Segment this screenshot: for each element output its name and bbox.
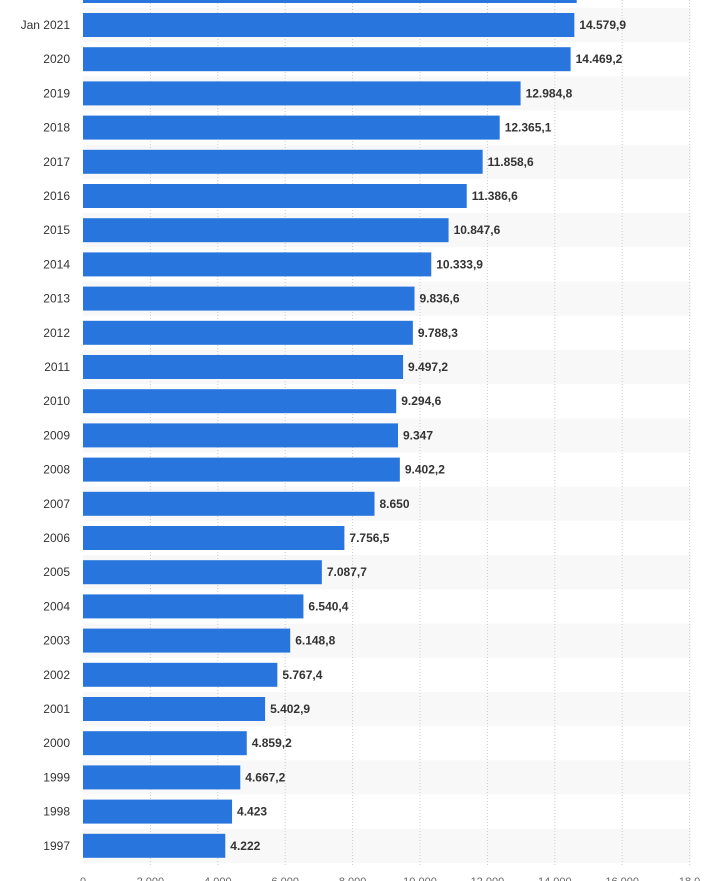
bar xyxy=(83,286,415,311)
value-label: 7.087,7 xyxy=(327,565,367,579)
value-label: 10.333,9 xyxy=(436,257,483,271)
bar xyxy=(83,355,404,379)
value-label: 7.756,5 xyxy=(349,531,389,545)
value-label: 8.650 xyxy=(380,497,410,511)
category-label: 2008 xyxy=(43,463,70,477)
x-tick-label: 0 xyxy=(80,876,86,881)
bar xyxy=(83,184,467,208)
category-label: Jan 2021 xyxy=(21,18,71,32)
bar xyxy=(83,731,247,756)
category-label: 2017 xyxy=(43,155,70,169)
value-label: 9.402,2 xyxy=(405,463,445,477)
x-tick-label: 4.000 xyxy=(204,876,232,881)
category-label: 2007 xyxy=(43,497,70,511)
value-label: 6.540,4 xyxy=(308,599,348,613)
bar xyxy=(83,47,571,72)
bar xyxy=(83,13,575,37)
category-label: 2018 xyxy=(43,121,70,135)
bar-partial xyxy=(83,0,577,3)
category-label: 2002 xyxy=(43,668,70,682)
value-label: 11.858,6 xyxy=(488,155,534,169)
x-tick-label: 8.000 xyxy=(339,876,367,881)
value-label: 4.859,2 xyxy=(252,736,292,750)
category-label: 2011 xyxy=(44,360,70,374)
category-label: 2003 xyxy=(43,634,70,648)
value-label: 12.984,8 xyxy=(526,86,573,100)
bar xyxy=(83,594,304,619)
x-tick-label: 16.000 xyxy=(605,876,639,881)
value-label: 9.497,2 xyxy=(408,360,448,374)
x-tick-label: 10.000 xyxy=(403,876,437,881)
bar xyxy=(83,423,398,448)
value-label: 11.386,6 xyxy=(472,189,518,203)
category-label: 2005 xyxy=(43,565,70,579)
category-label: 1999 xyxy=(43,770,70,784)
category-label: 2019 xyxy=(43,86,70,100)
x-tick-label: 12.000 xyxy=(471,876,505,881)
value-label: 14.579,9 xyxy=(579,18,626,32)
bar xyxy=(83,662,278,687)
value-label: 10.847,6 xyxy=(454,223,501,237)
category-label: 2001 xyxy=(43,702,70,716)
category-label: 2009 xyxy=(43,428,70,442)
category-label: 2004 xyxy=(43,599,70,613)
value-label: 4.667,2 xyxy=(245,770,285,784)
bar xyxy=(83,218,449,243)
x-tick-label: 6.000 xyxy=(271,876,299,881)
value-label: 9.836,6 xyxy=(419,292,459,306)
bar xyxy=(83,115,500,140)
value-label: 12.365,1 xyxy=(505,121,552,135)
category-label: 1998 xyxy=(43,805,70,819)
value-label: 14.469,2 xyxy=(576,52,623,66)
value-label: 4.222 xyxy=(230,839,260,853)
value-label: 4.423 xyxy=(237,805,267,819)
value-label: 9.347 xyxy=(403,428,433,442)
bar xyxy=(83,252,432,277)
bar xyxy=(83,389,397,414)
category-label: 2020 xyxy=(43,52,70,66)
value-label: 9.294,6 xyxy=(401,394,441,408)
category-label: 2013 xyxy=(43,292,70,306)
category-label: 1997 xyxy=(43,839,70,853)
bar xyxy=(83,81,521,106)
bar xyxy=(83,320,413,345)
category-label: 2016 xyxy=(43,189,70,203)
x-tick-label: 14.000 xyxy=(538,876,572,881)
value-label: 5.767,4 xyxy=(282,668,322,682)
bar xyxy=(83,833,226,858)
x-tick-label: 18.0 xyxy=(679,876,700,881)
bar xyxy=(83,560,322,585)
bar xyxy=(83,457,400,482)
bar xyxy=(83,628,291,653)
bar xyxy=(83,149,483,174)
bar xyxy=(83,491,375,516)
bar xyxy=(83,526,345,550)
category-label: 2006 xyxy=(43,531,70,545)
value-label: 5.402,9 xyxy=(270,702,310,716)
category-label: 2010 xyxy=(43,394,70,408)
bar xyxy=(83,765,241,790)
category-label: 2000 xyxy=(43,736,70,750)
category-label: 2015 xyxy=(43,223,70,237)
value-label: 6.148,8 xyxy=(295,634,335,648)
bar xyxy=(83,799,233,824)
bar xyxy=(83,697,266,721)
category-label: 2014 xyxy=(43,257,70,271)
x-tick-label: 2.000 xyxy=(137,876,165,881)
category-label: 2012 xyxy=(43,326,70,340)
value-label: 9.788,3 xyxy=(418,326,458,340)
